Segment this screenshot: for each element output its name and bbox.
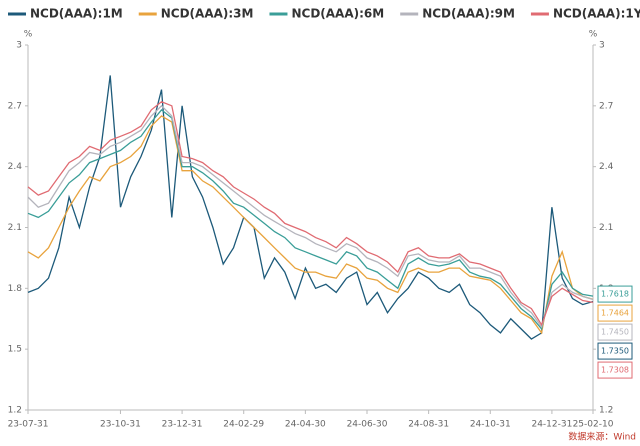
end-flag-label: 1.7618 [601,290,629,299]
x-tick-label: 24-10-31 [470,420,511,430]
series-line [27,101,594,327]
legend-label[interactable]: NCD(AAA):3M [161,7,254,21]
x-tick-label: 24-08-31 [408,420,449,430]
source-note: 数据来源：Wind [568,431,636,443]
y2-tick-label: 2.7 [599,101,613,111]
end-flag [597,304,633,322]
series-line [27,108,594,331]
x-tick-label: 24-06-30 [347,420,388,430]
y-tick-label: 1.8 [8,284,23,294]
x-tick-label: 23-07-31 [8,420,49,430]
y-unit: % [24,30,33,40]
y2-tick-label: 3 [599,41,605,51]
y2-unit: % [589,30,598,40]
y-tick-label: 3 [16,41,22,51]
y-tick-label: 2.1 [8,223,22,233]
y-tick-label: 2.4 [8,162,23,172]
legend-label[interactable]: NCD(AAA):9M [422,7,515,21]
x-tick-label: 23-12-31 [162,420,203,430]
series-line [27,115,594,335]
legend-label[interactable]: NCD(AAA):6M [291,7,384,21]
x-tick-label: 25-02-10 [573,420,614,430]
legend-label[interactable]: NCD(AAA):1Y [553,7,640,21]
y2-tick-label: 2.1 [599,223,613,233]
end-flag-label: 1.7464 [601,309,629,318]
end-flag [597,323,633,341]
legend-label[interactable]: NCD(AAA):1M [30,7,123,21]
y2-tick-label: 1.2 [599,406,613,416]
y-tick-label: 2.7 [8,101,22,111]
y-tick-label: 1.2 [8,406,22,416]
end-flag-label: 1.7308 [601,366,629,375]
x-tick-label: 23-10-31 [100,420,141,430]
series-line [27,104,594,329]
series-line [27,75,594,340]
x-tick-label: 24-12-31 [531,420,572,430]
end-flag-label: 1.7450 [601,328,629,337]
end-flag [597,361,633,379]
end-flag [597,342,633,360]
x-tick-label: 24-02-29 [223,420,264,430]
end-flag [597,285,633,303]
x-tick-label: 24-04-30 [285,420,326,430]
y-tick-label: 1.5 [8,345,22,355]
end-flag-label: 1.7350 [601,347,629,356]
y2-tick-label: 2.4 [599,162,614,172]
